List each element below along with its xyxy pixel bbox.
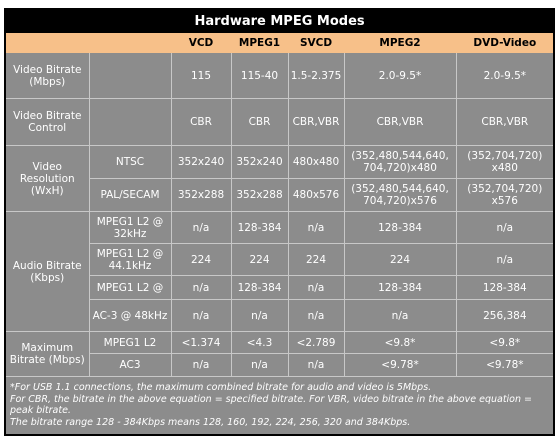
- sub-label: MPEG1 L2 @ 44.1kHz: [88, 243, 172, 276]
- value-cell: n/a: [230, 353, 289, 377]
- value-cell: 128-384: [343, 211, 457, 244]
- value-cell: CBR,VBR: [455, 98, 555, 146]
- value-cell: n/a: [230, 299, 289, 332]
- table-title: Hardware MPEG Modes: [5, 9, 555, 34]
- value-cell: n/a: [170, 299, 232, 332]
- sub-label: [88, 98, 172, 146]
- sub-label: AC-3 @ 48kHz: [88, 299, 172, 332]
- value-cell: (352,480,544,640, 704,720)x576: [343, 178, 457, 212]
- value-cell: CBR: [170, 98, 232, 146]
- value-cell: 352x240: [170, 145, 232, 179]
- value-cell: 128-384: [230, 211, 289, 244]
- value-cell: CBR: [230, 98, 289, 146]
- value-cell: n/a: [170, 353, 232, 377]
- column-header: MPEG1: [230, 33, 289, 53]
- table-row: Video Bitrate Control CBR CBR CBR,VBR CBR,VB…: [4, 98, 555, 146]
- sub-label: PAL/SECAM: [88, 178, 172, 212]
- value-cell: 1.5-2.375: [287, 52, 345, 99]
- value-cell: 128-384: [230, 275, 289, 300]
- sub-label: MPEG1 L2 @: [88, 275, 172, 300]
- table-row: Audio Bitrate (Kbps) MPEG1 L2 @ 32kHz n/a 1…: [4, 211, 555, 332]
- footnotes: *For USB 1.1 connections, the maximum co…: [5, 376, 555, 435]
- sub-label: AC3: [88, 353, 172, 377]
- value-cell: 352x288: [170, 178, 232, 212]
- value-cell: 352x288: [230, 178, 289, 212]
- table-row: MPEG1 L2 @ 44.1kHz 224 224 224 224 n/a: [5, 243, 555, 276]
- value-cell: 352x240: [230, 145, 289, 179]
- value-cell: 224: [343, 243, 457, 276]
- value-cell: n/a: [343, 299, 457, 332]
- value-cell: n/a: [455, 243, 555, 276]
- value-cell: 224: [230, 243, 289, 276]
- sub-label: [88, 52, 172, 99]
- table-row: *For USB 1.1 connections, the maximum co…: [5, 376, 555, 435]
- table-row: VCD MPEG1 SVCD MPEG2 DVD-Video: [4, 33, 555, 53]
- table-row: AC3 n/a n/a n/a <9.78* <9.78*: [5, 353, 555, 377]
- value-cell: 256,384: [455, 299, 555, 332]
- value-cell: (352,704,720) x576: [455, 178, 555, 212]
- sub-label: NTSC: [88, 145, 172, 179]
- header-blank: [4, 33, 90, 53]
- group-label: Video Bitrate (Mbps): [4, 52, 90, 99]
- value-cell: CBR,VBR: [343, 98, 457, 146]
- column-header: VCD: [170, 33, 232, 53]
- table-row: Video Resolution (WxH) NTSC 352x240 352x240…: [4, 145, 555, 212]
- value-cell: n/a: [170, 211, 232, 244]
- value-cell: 115-40: [230, 52, 289, 99]
- value-cell: 224: [170, 243, 232, 276]
- footnote: For CBR, the bitrate in the above equati…: [10, 393, 532, 417]
- table-row: Maximum Bitrate (Mbps) MPEG1 L2 <1.374 <4.3…: [4, 331, 555, 377]
- value-cell: 128-384: [343, 275, 457, 300]
- value-cell: (352,704,720) x480: [455, 145, 555, 179]
- table-row: PAL/SECAM 352x288 352x288 480x576 (352,480,5…: [5, 178, 555, 212]
- value-cell: 128-384: [455, 275, 555, 300]
- value-cell: 224: [287, 243, 345, 276]
- value-cell: <2.789: [287, 331, 345, 354]
- value-cell: <9.8*: [343, 331, 457, 354]
- value-cell: n/a: [287, 275, 345, 300]
- group-label: Video Bitrate Control: [4, 98, 90, 146]
- value-cell: 2.0-9.5*: [343, 52, 457, 99]
- value-cell: 115: [170, 52, 232, 99]
- table-row: AC-3 @ 48kHz n/a n/a n/a n/a 256,384: [5, 299, 555, 332]
- group-label: Audio Bitrate (Kbps): [4, 211, 90, 332]
- header-blank: [88, 33, 172, 53]
- column-header: SVCD: [287, 33, 345, 53]
- sub-label: MPEG1 L2: [88, 331, 172, 354]
- value-cell: 480x576: [287, 178, 345, 212]
- value-cell: CBR,VBR: [287, 98, 345, 146]
- table-row: Video Bitrate (Mbps) 115 115-40 1.5-2.375 2.…: [4, 52, 555, 99]
- value-cell: 2.0-9.5*: [455, 52, 555, 99]
- column-header: MPEG2: [343, 33, 457, 53]
- table-row: MPEG1 L2 @ n/a 128-384 n/a 128-384 128-384: [5, 275, 555, 300]
- value-cell: n/a: [455, 211, 555, 244]
- value-cell: <9.78*: [343, 353, 457, 377]
- column-header: DVD-Video: [455, 33, 555, 53]
- footnote: *For USB 1.1 connections, the maximum co…: [10, 382, 432, 394]
- value-cell: n/a: [170, 275, 232, 300]
- value-cell: n/a: [287, 299, 345, 332]
- value-cell: <9.78*: [455, 353, 555, 377]
- value-cell: n/a: [287, 353, 345, 377]
- value-cell: <4.3: [230, 331, 289, 354]
- group-label: Video Resolution (WxH): [4, 145, 90, 212]
- sub-label: MPEG1 L2 @ 32kHz: [88, 211, 172, 244]
- group-label: Maximum Bitrate (Mbps): [4, 331, 90, 377]
- footnote: The bitrate range 128 - 384Kbps means 12…: [10, 416, 411, 428]
- value-cell: n/a: [287, 211, 345, 244]
- value-cell: <9.8*: [455, 331, 555, 354]
- value-cell: 480x480: [287, 145, 345, 179]
- value-cell: (352,480,544,640, 704,720)x480: [343, 145, 457, 179]
- value-cell: <1.374: [170, 331, 232, 354]
- mpeg-table: Hardware MPEG Modes VCD MPEG1 SVCD MPEG2 DVD…: [4, 8, 556, 436]
